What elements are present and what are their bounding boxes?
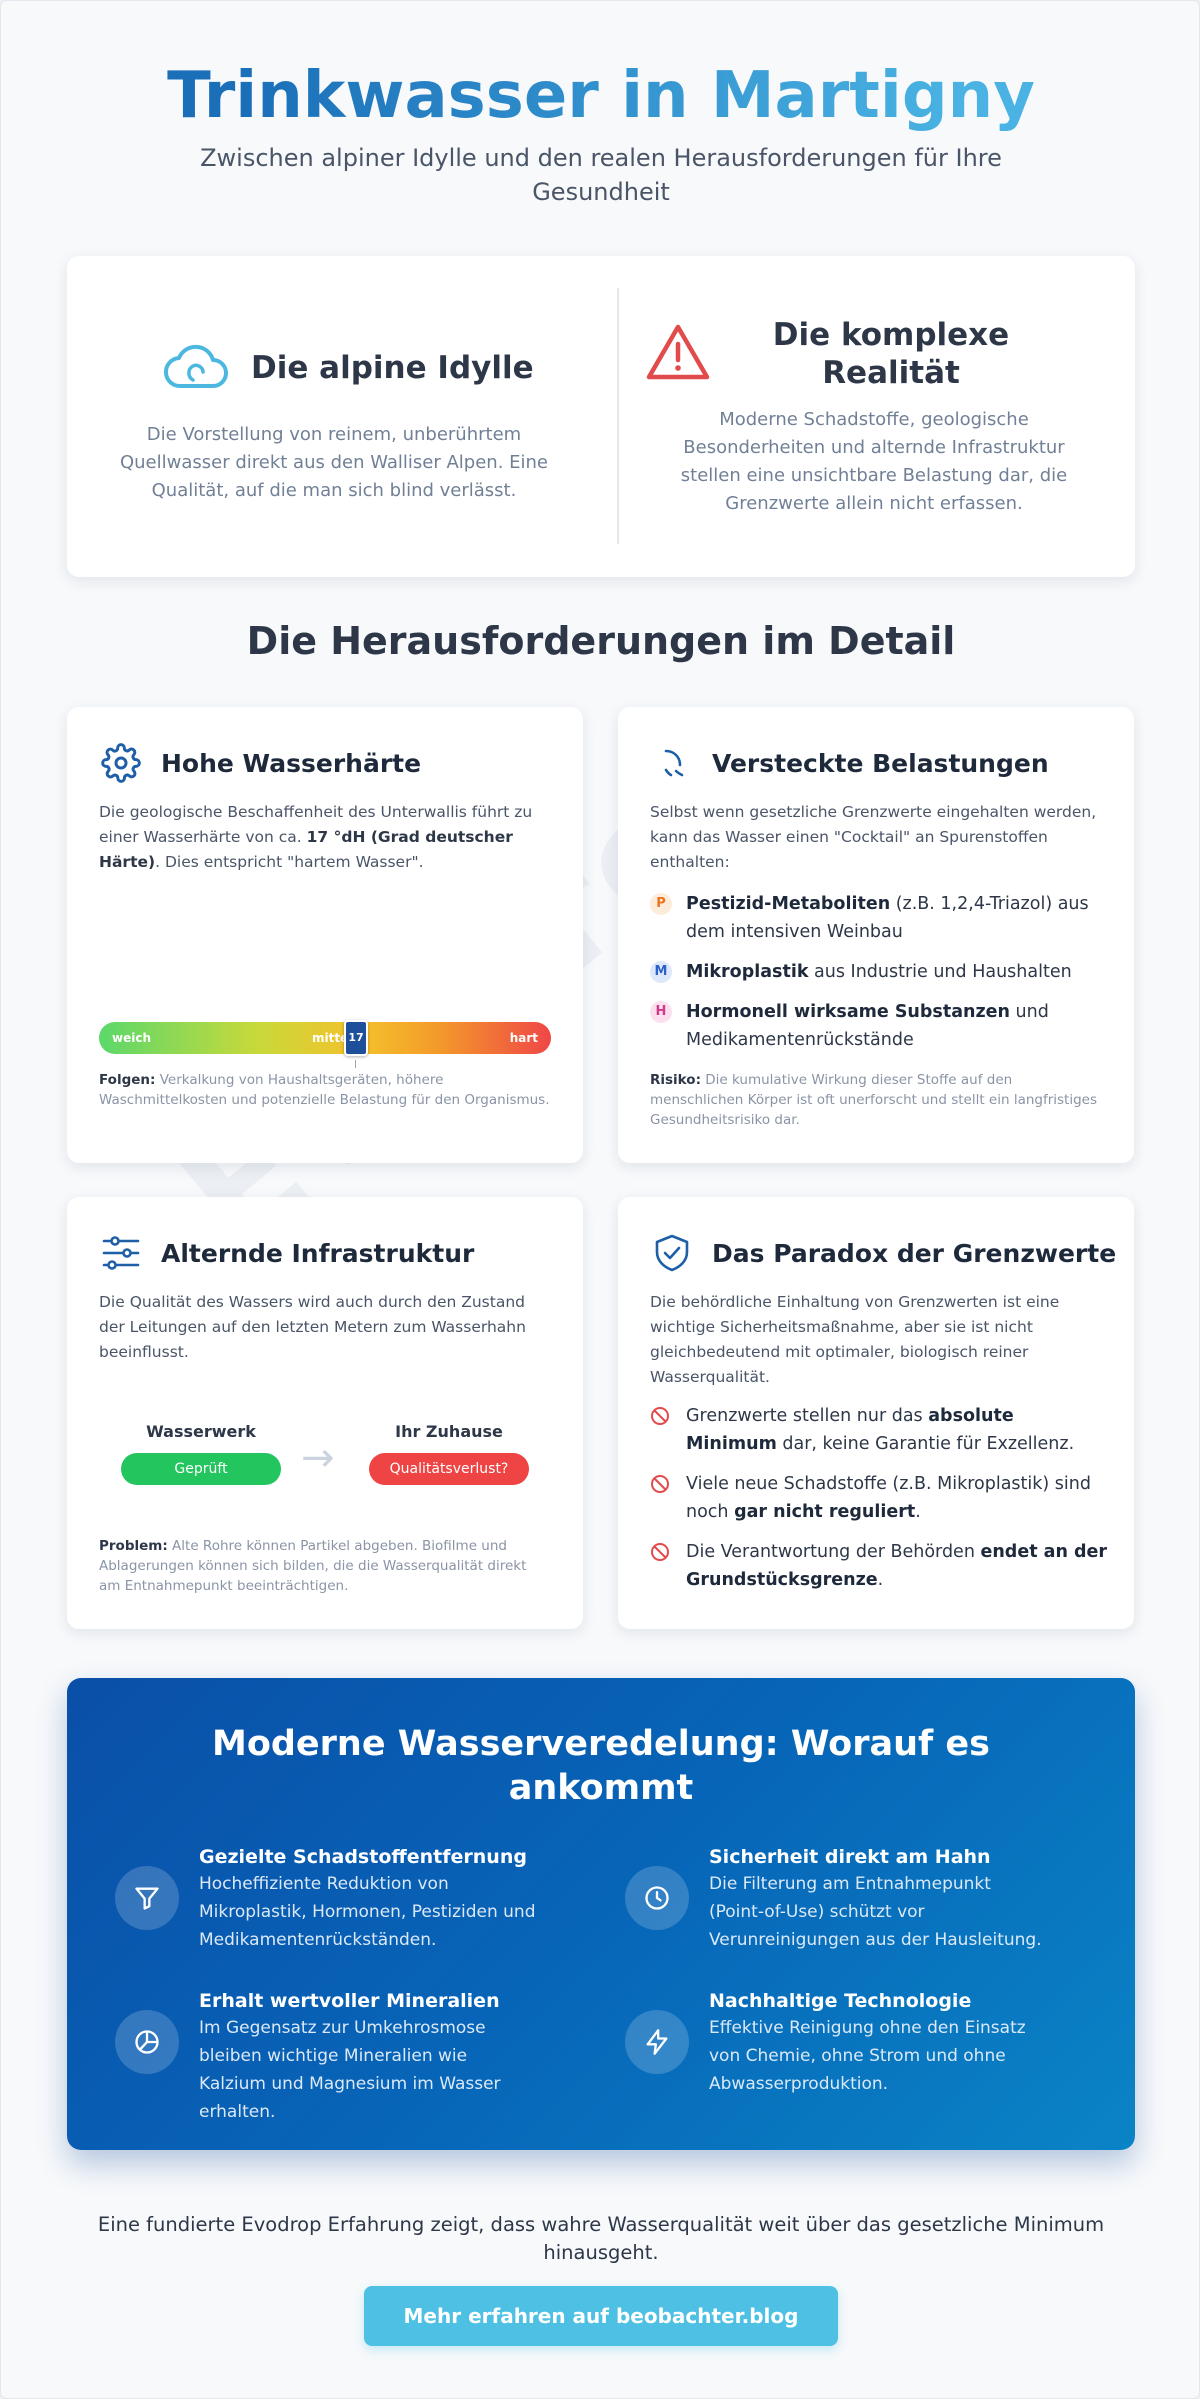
list-item: Viele neue Schadstoffe (z.B. Mikroplasti… (650, 1470, 1110, 1526)
hardness-card: Hohe Wasserhärte Die geologische Beschaf… (67, 707, 583, 1163)
list-item: M Mikroplastik aus Industrie und Haushal… (650, 958, 1110, 986)
hardness-scale: weich mittel hart 17 (99, 1020, 551, 1068)
reality-title: Die komplexe Realität (772, 317, 1010, 391)
hardness-marker: 17 (344, 1020, 368, 1056)
list-item: P Pestizid-Metaboliten (z.B. 1,2,4-Triaz… (650, 890, 1110, 946)
scale-label-hard: hart (509, 1031, 538, 1045)
prohibited-icon (650, 1474, 672, 1503)
arrow-right-icon: → (301, 1435, 335, 1481)
quality-loss-badge: Qualitätsverlust? (369, 1453, 529, 1485)
warning-icon (645, 322, 711, 386)
filter-icon (115, 1866, 179, 1930)
reality-text: Moderne Schadstoffe, geologische Besonde… (680, 409, 1068, 514)
contaminants-list: P Pestizid-Metaboliten (z.B. 1,2,4-Triaz… (650, 890, 1110, 1066)
checked-badge: Geprüft (121, 1453, 281, 1485)
pipeline-flow: Wasserwerk Geprüft → Ihr Zuhause Qualitä… (67, 1422, 583, 1492)
scale-label-soft: weich (112, 1031, 151, 1045)
home-node: Ihr Zuhause Qualitätsverlust? (369, 1422, 529, 1485)
closing-statement: Eine fundierte Evodrop Erfahrung zeigt, … (97, 2213, 1105, 2264)
hardness-consequence: Folgen: Verkalkung von Haushaltsgeräten,… (99, 1072, 550, 1108)
reality-column: Die komplexe Realität Moderne Schadstoff… (617, 256, 1151, 577)
badge-p: P (650, 893, 672, 915)
shield-check-icon (652, 1233, 692, 1273)
badge-m: M (650, 961, 672, 983)
risk-note: Risiko: Die kumulative Wirkung dieser St… (650, 1072, 1098, 1128)
modern-title: Moderne Wasserveredelung: Worauf es anko… (212, 1724, 990, 1808)
feature-title: Erhalt wertvoller Mineralien (199, 1990, 500, 2012)
contaminants-intro: Selbst wenn gesetzliche Grenzwerte einge… (650, 803, 1097, 871)
scale-label-mid: mittel (312, 1031, 353, 1045)
clock-icon (625, 1866, 689, 1930)
feature-text: Hocheffiziente Reduktion von Mikroplasti… (199, 1874, 536, 1950)
prohibited-icon (650, 1542, 672, 1571)
list-item: Grenzwerte stellen nur das absolute Mini… (650, 1402, 1110, 1458)
list-item: H Hormonell wirksame Substanzen und Medi… (650, 998, 1110, 1054)
feature-text: Effektive Reinigung ohne den Einsatz von… (709, 2018, 1026, 2094)
comparison-card: Die alpine Idylle Die Vorstellung von re… (67, 256, 1135, 577)
infrastructure-card: Alternde Infrastruktur Die Qualität des … (67, 1197, 583, 1629)
idyll-column: Die alpine Idylle Die Vorstellung von re… (67, 256, 601, 577)
infrastructure-title: Alternde Infrastruktur (161, 1238, 475, 1268)
feature-title: Nachhaltige Technologie (709, 1990, 972, 2012)
column-divider (617, 288, 619, 544)
sliders-icon (101, 1233, 141, 1273)
section-title: Die Herausforderungen im Detail (246, 619, 956, 663)
marker-tick (355, 1060, 356, 1068)
gear-icon (101, 743, 141, 783)
lightning-icon (625, 2010, 689, 2074)
learn-more-button[interactable]: Mehr erfahren auf beobachter.blog (364, 2286, 838, 2346)
feature-text: Im Gegensatz zur Umkehrosmose bleiben wi… (199, 2018, 501, 2122)
waterworks-node: Wasserwerk Geprüft (121, 1422, 281, 1485)
idyll-title: Die alpine Idylle (251, 350, 534, 386)
paradox-intro: Die behördliche Einhaltung von Grenzwert… (650, 1293, 1060, 1386)
badge-h: H (650, 1001, 672, 1023)
paradox-list: Grenzwerte stellen nur das absolute Mini… (650, 1402, 1110, 1606)
cloud-icon (163, 338, 229, 398)
infrastructure-intro: Die Qualität des Wassers wird auch durch… (99, 1293, 526, 1361)
feature-title: Sicherheit direkt am Hahn (709, 1846, 991, 1868)
idyll-text: Die Vorstellung von reinem, unberührtem … (119, 424, 548, 501)
home-label: Ihr Zuhause (395, 1422, 503, 1441)
page-title: Trinkwasser in Martigny (1, 59, 1199, 133)
waterworks-label: Wasserwerk (146, 1422, 256, 1441)
prohibited-icon (650, 1406, 672, 1435)
page-subtitle: Zwischen alpiner Idylle und den realen H… (200, 144, 1002, 206)
feature-text: Die Filterung am Entnahmepunkt (Point-of… (709, 1874, 1042, 1950)
pie-chart-icon (115, 2010, 179, 2074)
hardness-intro: Die geologische Beschaffenheit des Unter… (99, 803, 533, 871)
list-item: Die Verantwortung der Behörden endet an … (650, 1538, 1110, 1594)
droplets-icon (652, 743, 692, 783)
hardness-title: Hohe Wasserhärte (161, 748, 422, 778)
problem-note: Problem: Alte Rohre können Partikel abge… (99, 1538, 527, 1594)
paradox-card: Das Paradox der Grenzwerte Die behördlic… (618, 1197, 1134, 1629)
modern-treatment-panel: Moderne Wasserveredelung: Worauf es anko… (67, 1678, 1135, 2150)
paradox-title: Das Paradox der Grenzwerte (712, 1238, 1117, 1268)
contaminants-title: Versteckte Belastungen (712, 748, 1049, 778)
feature-title: Gezielte Schadstoffentfernung (199, 1846, 527, 1868)
contaminants-card: Versteckte Belastungen Selbst wenn geset… (618, 707, 1134, 1163)
